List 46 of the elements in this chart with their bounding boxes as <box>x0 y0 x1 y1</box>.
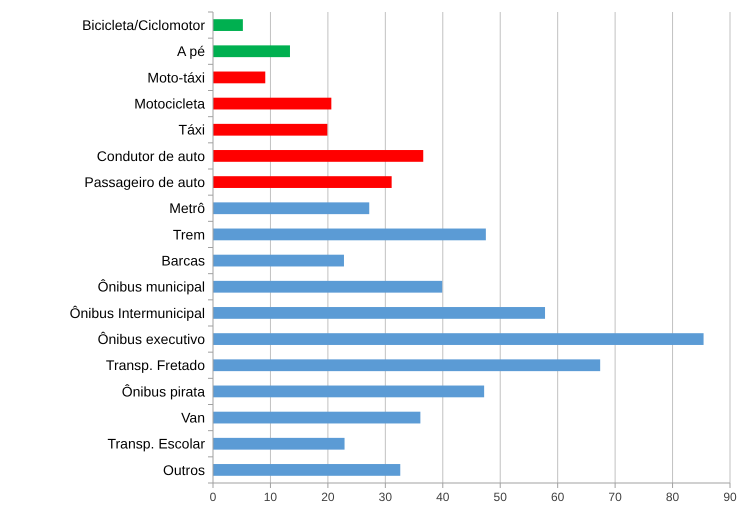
bar <box>213 202 370 214</box>
y-tick-label: Ônibus Intermunicipal <box>70 304 205 321</box>
bar <box>213 254 344 266</box>
y-tick-label: Transp. Escolar <box>107 436 206 452</box>
x-tick-label: 20 <box>321 490 335 504</box>
bar <box>213 280 442 293</box>
y-tick-label: Metrô <box>169 200 206 216</box>
bar <box>213 228 486 240</box>
y-tick-label: Ônibus pirata <box>122 383 206 400</box>
bar <box>213 150 424 162</box>
bar <box>213 359 600 372</box>
y-tick-label: Passageiro de auto <box>84 174 206 190</box>
x-tick-label: 90 <box>723 490 737 504</box>
x-tick-label: 70 <box>608 490 622 504</box>
bar <box>213 464 400 476</box>
x-tick-label: 40 <box>436 490 450 504</box>
bar <box>213 438 345 450</box>
y-tick-label: Ônibus executivo <box>98 330 206 347</box>
bar <box>213 333 704 345</box>
y-tick-label: Van <box>181 409 205 426</box>
y-tick-label: Motocicleta <box>134 95 206 112</box>
y-tick-label: Bicicleta/Ciclomotor <box>82 16 206 33</box>
x-tick-label: 60 <box>550 490 565 504</box>
y-tick-label: Outros <box>162 462 205 478</box>
bar <box>213 45 290 58</box>
y-tick-label: Transp. Fretado <box>106 357 206 374</box>
bar <box>213 124 328 136</box>
y-tick-label: Táxi <box>178 122 205 138</box>
y-tick-label: Moto-táxi <box>147 69 205 86</box>
x-tick-label: 50 <box>494 490 508 504</box>
bar <box>213 386 484 398</box>
bar <box>213 72 266 84</box>
y-tick-label: Trem <box>172 226 205 242</box>
x-tick-label: 30 <box>378 490 392 504</box>
x-tick-label: 10 <box>264 490 278 504</box>
y-tick-label: Ônibus municipal <box>98 278 205 295</box>
y-tick-label: Barcas <box>161 252 205 268</box>
x-tick-label: 0 <box>210 490 217 504</box>
y-tick-label: Condutor de auto <box>96 148 206 164</box>
bar <box>213 412 420 424</box>
y-tick-label: A pé <box>176 43 206 60</box>
bar <box>213 98 332 110</box>
x-tick-label: 80 <box>666 490 680 504</box>
bar <box>213 307 546 319</box>
bar <box>213 176 392 188</box>
bar <box>213 19 243 31</box>
